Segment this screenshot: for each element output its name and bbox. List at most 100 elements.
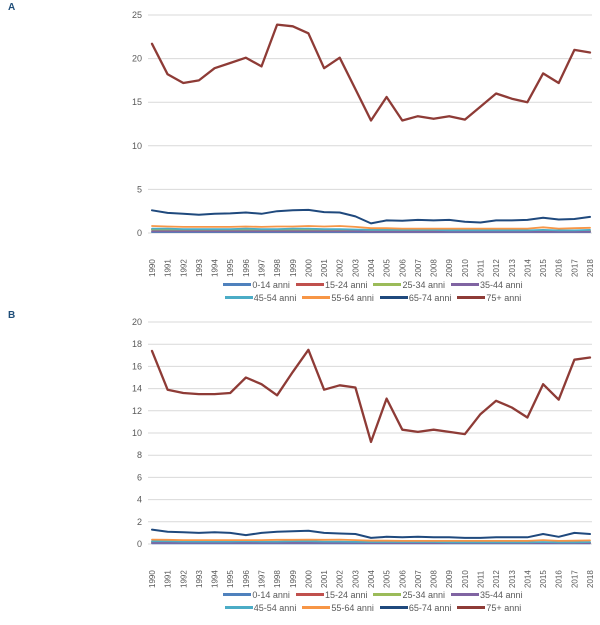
- legend-line-swatch: [224, 606, 253, 609]
- legend-label: 15-24 anni: [324, 589, 368, 600]
- x-tick-label: 1994: [211, 259, 220, 277]
- chart-b: 0 2 4 6 8 10 12 14 16 18 20 1990 1991 1992 1993 1994 199…: [132, 317, 595, 588]
- y-tick-label: 18: [132, 339, 142, 349]
- x-tick-label: 2003: [351, 259, 360, 277]
- x-tick-label: 1998: [273, 570, 282, 588]
- x-tick-label: 2004: [367, 259, 376, 277]
- x-tick-label: 1993: [195, 259, 204, 277]
- x-tick-label: 2011: [477, 570, 486, 588]
- x-tick-label: 2010: [461, 259, 470, 277]
- legend-line-swatch: [302, 296, 331, 299]
- legend-label: 75+ anni: [486, 292, 522, 303]
- x-tick-label: 2007: [414, 570, 423, 588]
- panel-a: A 0 5 10 15 20 25 1990 1991 1992 1993 1994 1995 1996…: [0, 0, 600, 304]
- x-tick-label: 2008: [430, 570, 439, 588]
- x-tick-label: 2004: [367, 570, 376, 588]
- x-tick-label: 2008: [430, 259, 439, 277]
- legend-line-swatch: [451, 283, 480, 286]
- x-tick-label: 1994: [211, 570, 220, 588]
- y-tick-label: 2: [137, 517, 142, 527]
- y-tick-label: 0: [137, 228, 142, 238]
- y-tick-label: 4: [137, 495, 142, 505]
- series-line-55-64-anni: [151, 538, 591, 542]
- x-tick-label: 1995: [226, 259, 235, 277]
- x-tick-label: 2005: [383, 259, 392, 277]
- x-tick-label: 2013: [508, 570, 517, 588]
- x-tick-label: 1992: [179, 570, 188, 588]
- legend-label: 0-14 anni: [252, 279, 290, 290]
- legend-label: 55-64 anni: [331, 292, 374, 303]
- x-tick-label: 2010: [461, 570, 470, 588]
- series-line-45-54-anni: [151, 540, 591, 544]
- legend-item: 55-64 anni: [302, 603, 374, 613]
- series-line-75+-anni: [150, 348, 592, 444]
- legend-label: 25-34 anni: [402, 589, 446, 600]
- y-tick-label: 15: [132, 97, 142, 107]
- x-tick-label: 2015: [539, 259, 548, 277]
- legend-item: 15-24 anni: [295, 279, 368, 290]
- panel-a-label: A: [8, 2, 16, 13]
- x-tick-label: 1996: [242, 570, 251, 588]
- x-tick-label: 2012: [492, 570, 501, 588]
- y-tick-label: 14: [132, 384, 142, 394]
- legend-label: 25-34 anni: [402, 279, 446, 290]
- x-tick-label: 1997: [258, 570, 267, 588]
- legend-label: 65-74 anni: [408, 292, 452, 303]
- x-tick-label: 2005: [383, 570, 392, 588]
- legend-line-swatch: [223, 593, 252, 596]
- legend-item: 35-44 anni: [451, 280, 523, 290]
- y-tick-label: 0: [137, 539, 142, 549]
- panel-b-label: B: [8, 310, 16, 321]
- x-tick-label: 2009: [445, 259, 454, 277]
- x-tick-label: 2001: [320, 570, 329, 588]
- x-tick-label: 1999: [289, 570, 298, 588]
- x-tick-label: 2000: [304, 570, 313, 588]
- x-tick-label: 1997: [258, 259, 267, 277]
- legend-label: 45-54 anni: [253, 602, 297, 613]
- legend-line-swatch: [457, 296, 486, 299]
- x-tick-label: 2017: [570, 570, 579, 588]
- x-tick-label: 2011: [477, 259, 486, 277]
- x-tick-label: 2014: [523, 259, 532, 277]
- y-tick-label: 16: [132, 361, 142, 371]
- x-tick-label: 2002: [336, 570, 345, 588]
- x-tick-label: 2016: [555, 570, 564, 588]
- legend-line-swatch: [302, 606, 331, 609]
- legend-line-swatch: [379, 296, 408, 299]
- x-tick-label: 2006: [398, 259, 407, 277]
- legend-item: 55-64 anni: [302, 293, 374, 303]
- x-tick-label: 2018: [586, 259, 595, 277]
- legend-line-swatch: [373, 283, 402, 286]
- series-line-55-64-anni: [151, 225, 591, 230]
- x-tick-label: 2002: [336, 259, 345, 277]
- legend-label: 35-44 anni: [480, 589, 523, 600]
- y-tick-label: 25: [132, 10, 142, 20]
- legend-line-swatch: [295, 283, 324, 286]
- series-line-45-54-anni: [151, 227, 591, 232]
- panel-b: B 0 2 4 6 8 10 12 14 16 18 20 1990 1991 1992 1993 1994 1…: [0, 308, 600, 614]
- legend-item: 45-54 anni: [224, 293, 296, 303]
- x-tick-label: 2015: [539, 570, 548, 588]
- legend-item: 15-24 anni: [295, 589, 368, 600]
- x-tick-label: 2006: [398, 570, 407, 588]
- legend-row: 45-54 anni 55-64 anni 65-74 anni 75+ anni: [222, 601, 524, 614]
- legend-item: 35-44 anni: [451, 590, 523, 600]
- legend-item: 45-54 anni: [224, 602, 297, 613]
- chart-b-legend: 0-14 anni 15-24 anni 25-34 anni 35-44 anni 4…: [148, 588, 598, 614]
- chart-a: 0 5 10 15 20 25 1990 1991 1992 1993 1994 1995 1996 19…: [132, 10, 595, 277]
- legend-item: 0-14 anni: [223, 590, 290, 600]
- y-tick-label: 20: [132, 317, 142, 327]
- legend-line-swatch: [295, 593, 324, 596]
- legend-line-swatch: [457, 606, 486, 609]
- legend-label: 15-24 anni: [324, 279, 368, 290]
- legend-item: 75+ anni: [457, 293, 521, 303]
- y-tick-label: 10: [132, 141, 142, 151]
- legend-row: 0-14 anni 15-24 anni 25-34 anni 35-44 anni: [220, 278, 525, 291]
- legend-item: 75+ anni: [457, 603, 521, 613]
- x-tick-label: 1990: [148, 259, 157, 277]
- x-tick-label: 2018: [586, 570, 595, 588]
- x-tick-label: 1993: [195, 570, 204, 588]
- legend-row: 0-14 anni 15-24 anni 25-34 anni 35-44 anni: [220, 588, 525, 601]
- legend-item: 0-14 anni: [223, 280, 290, 290]
- x-tick-label: 1998: [273, 259, 282, 277]
